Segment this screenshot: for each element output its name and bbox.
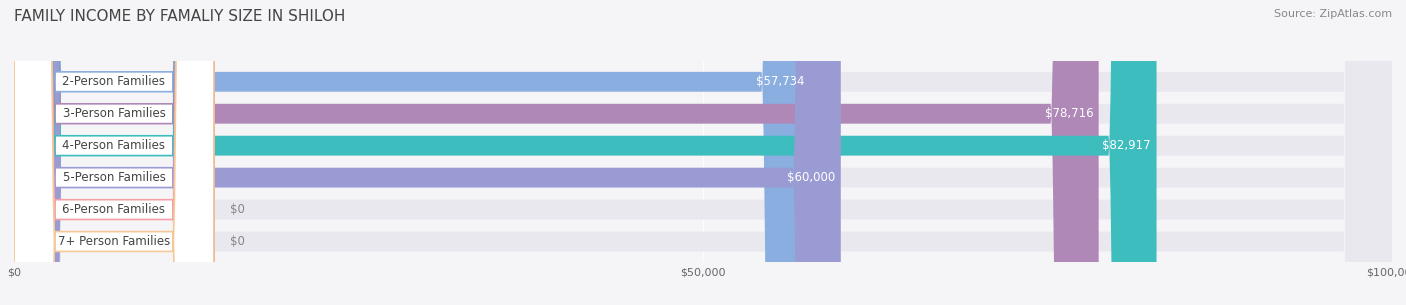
Text: 4-Person Families: 4-Person Families bbox=[62, 139, 166, 152]
Text: $82,917: $82,917 bbox=[1102, 139, 1152, 152]
Text: $57,734: $57,734 bbox=[755, 75, 804, 88]
FancyBboxPatch shape bbox=[14, 0, 1392, 305]
FancyBboxPatch shape bbox=[14, 0, 1392, 305]
Text: 2-Person Families: 2-Person Families bbox=[62, 75, 166, 88]
Text: 7+ Person Families: 7+ Person Families bbox=[58, 235, 170, 248]
FancyBboxPatch shape bbox=[14, 0, 1392, 305]
FancyBboxPatch shape bbox=[14, 0, 214, 305]
FancyBboxPatch shape bbox=[14, 0, 214, 305]
FancyBboxPatch shape bbox=[14, 0, 841, 305]
Text: 6-Person Families: 6-Person Families bbox=[62, 203, 166, 216]
FancyBboxPatch shape bbox=[14, 0, 1392, 305]
FancyBboxPatch shape bbox=[14, 0, 1157, 305]
Text: 5-Person Families: 5-Person Families bbox=[62, 171, 166, 184]
FancyBboxPatch shape bbox=[14, 0, 810, 305]
Text: $60,000: $60,000 bbox=[787, 171, 835, 184]
Text: FAMILY INCOME BY FAMALIY SIZE IN SHILOH: FAMILY INCOME BY FAMALIY SIZE IN SHILOH bbox=[14, 9, 346, 24]
Text: $0: $0 bbox=[231, 203, 245, 216]
Text: $78,716: $78,716 bbox=[1045, 107, 1092, 120]
Text: Source: ZipAtlas.com: Source: ZipAtlas.com bbox=[1274, 9, 1392, 19]
Text: $0: $0 bbox=[231, 235, 245, 248]
FancyBboxPatch shape bbox=[14, 0, 1098, 305]
FancyBboxPatch shape bbox=[14, 0, 1392, 305]
FancyBboxPatch shape bbox=[14, 0, 214, 305]
FancyBboxPatch shape bbox=[14, 0, 214, 305]
FancyBboxPatch shape bbox=[14, 0, 214, 305]
FancyBboxPatch shape bbox=[14, 0, 1392, 305]
FancyBboxPatch shape bbox=[14, 0, 214, 305]
Text: 3-Person Families: 3-Person Families bbox=[62, 107, 166, 120]
